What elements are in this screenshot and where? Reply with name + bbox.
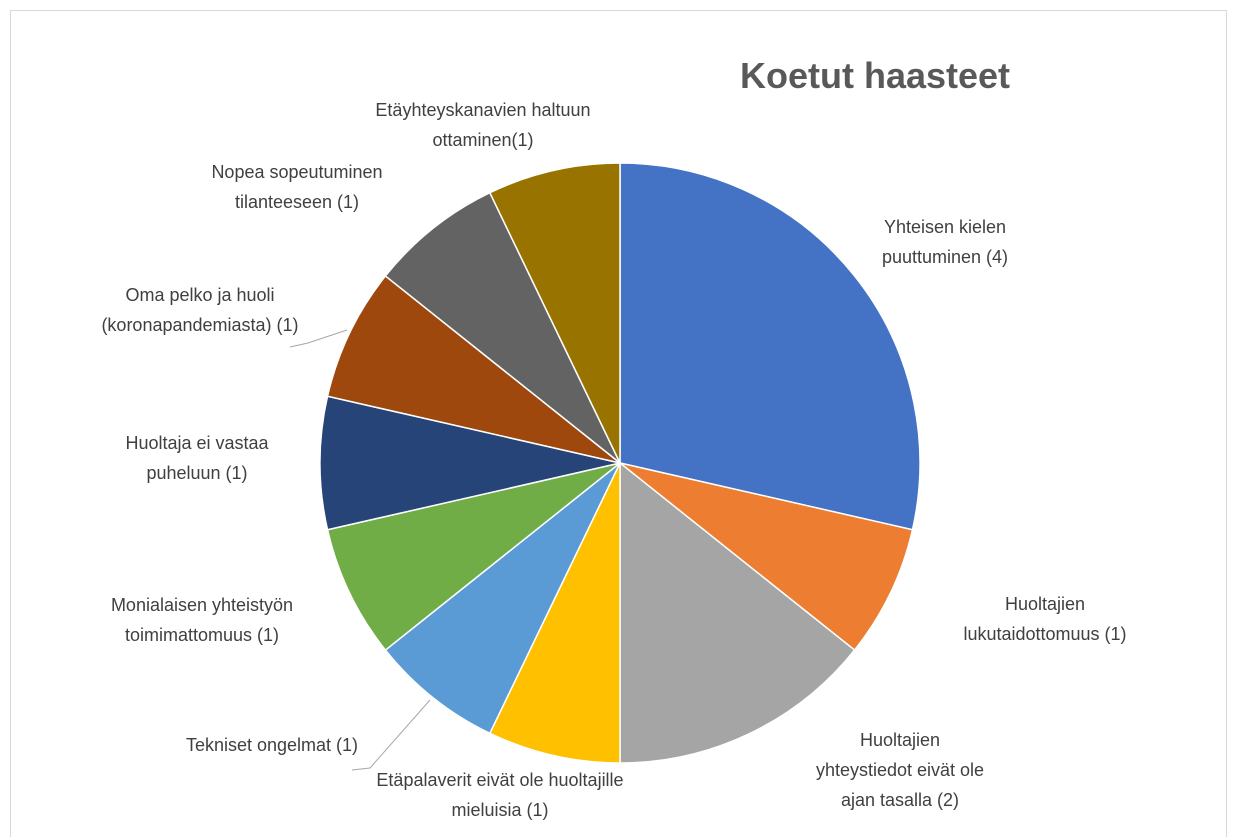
data-label: Tekniset ongelmat (1) [185, 735, 359, 755]
leader-line [351, 699, 431, 771]
pie-slice [326, 274, 621, 464]
pie-slice [619, 462, 914, 652]
pie-slice [619, 461, 856, 764]
pie-slice [488, 162, 621, 464]
data-label: Yhteisen kielen puuttuminen (4) [881, 217, 1009, 267]
frame [10, 10, 1227, 837]
data-label: Etäpalaverit eivät ole huoltajille mielu… [376, 770, 624, 820]
leader-line [289, 329, 348, 348]
pie-slice [384, 191, 621, 464]
data-label: Nopea sopeutuminen tilanteeseen (1) [211, 162, 383, 212]
pie-slice [384, 462, 621, 735]
data-label: Etäyhteyskanavien haltuun ottaminen(1) [375, 100, 591, 150]
data-label: Huoltaja ei vastaa puheluun (1) [125, 433, 269, 483]
pie-slice [488, 462, 621, 764]
data-label: Oma pelko ja huoli (koronapandemiasta) (… [101, 285, 299, 335]
pie-slice [319, 395, 621, 531]
data-label: Huoltajien yhteystiedot eivät ole ajan t… [815, 730, 985, 810]
pie-slice [619, 162, 921, 531]
chart-title: Koetut haasteet [739, 55, 1011, 96]
data-label: Monialaisen yhteistyön toimimattomuus (1… [110, 595, 294, 645]
data-label: Huoltajien lukutaidottomuus (1) [963, 594, 1127, 644]
pie-slice [326, 462, 621, 652]
